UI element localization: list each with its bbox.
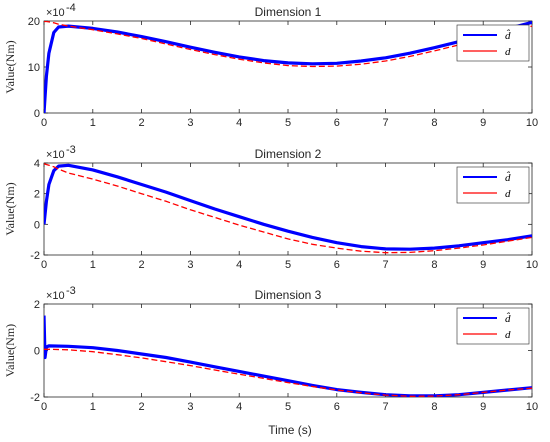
figure-xlabel: Time (s) [268, 423, 312, 437]
chart-title: Dimension 2 [255, 147, 322, 161]
x-tick-label: 3 [187, 259, 193, 271]
y-tick-label: 2 [34, 299, 40, 311]
series-line-estimate [44, 21, 532, 113]
x-tick-label: 4 [236, 401, 242, 413]
y-tick-label: 2 [34, 189, 40, 201]
y-axis-label: Value(Nm) [3, 40, 17, 93]
x-tick-label: 5 [285, 401, 291, 413]
y-multiplier-exponent: -4 [66, 2, 76, 14]
y-tick-label: 10 [28, 62, 40, 74]
legend-label: d [505, 329, 511, 341]
y-tick-label: 20 [28, 16, 40, 28]
x-tick-label: 8 [431, 259, 437, 271]
y-axis-label: Value(Nm) [3, 182, 17, 235]
x-tick-label: 9 [480, 401, 486, 413]
x-tick-label: 4 [236, 259, 242, 271]
x-tick-label: 2 [139, 259, 145, 271]
legend-label: d [505, 188, 511, 200]
series-line-actual [44, 348, 532, 397]
x-tick-label: 6 [334, 401, 340, 413]
legend-label: d̂ [505, 171, 511, 184]
y-axis-label: Value(Nm) [3, 324, 17, 377]
x-tick-label: 10 [526, 401, 538, 413]
x-tick-label: 0 [41, 117, 47, 129]
legend-label: d̂ [505, 29, 511, 42]
y-tick-label: 0 [34, 219, 40, 231]
legend-box [456, 166, 530, 204]
x-tick-label: 3 [187, 117, 193, 129]
x-tick-label: 10 [526, 259, 538, 271]
x-tick-label: 4 [236, 117, 242, 129]
legend-box [456, 307, 530, 345]
series-line-actual [44, 21, 532, 68]
legend-label: d̂ [505, 312, 511, 325]
x-tick-label: 8 [431, 401, 437, 413]
y-tick-label: 0 [34, 346, 40, 358]
y-multiplier-exponent: -3 [66, 144, 76, 156]
plot-area [43, 20, 533, 114]
x-tick-label: 9 [480, 117, 486, 129]
subplot-1: Dimension 1 ×10 -4 Value(Nm) 0 1 2 3 4 5 6 7 8 9 10 0 10… [3, 2, 538, 129]
x-tick-label: 9 [480, 259, 486, 271]
y-multiplier-label: ×10 [46, 149, 65, 161]
series-line-estimate [44, 163, 532, 251]
x-tick-label: 7 [383, 401, 389, 413]
y-tick-label: 4 [34, 158, 40, 170]
y-multiplier-exponent: -3 [66, 285, 76, 297]
x-tick-label: 5 [285, 259, 291, 271]
x-tick-label: 1 [90, 401, 96, 413]
x-tick-label: 10 [526, 117, 538, 129]
y-multiplier-label: ×10 [46, 7, 65, 19]
x-tick-label: 7 [383, 259, 389, 271]
x-tick-label: 7 [383, 117, 389, 129]
x-tick-label: 5 [285, 117, 291, 129]
x-tick-label: 1 [90, 259, 96, 271]
x-tick-label: 0 [41, 259, 47, 271]
x-tick-label: 6 [334, 259, 340, 271]
y-tick-label: -2 [30, 250, 40, 262]
y-tick-label: -2 [30, 392, 40, 404]
x-tick-label: 8 [431, 117, 437, 129]
x-tick-label: 2 [139, 117, 145, 129]
x-tick-label: 2 [139, 401, 145, 413]
legend-label: d [505, 46, 511, 58]
x-tick-label: 0 [41, 401, 47, 413]
x-tick-label: 1 [90, 117, 96, 129]
x-tick-label: 6 [334, 117, 340, 129]
x-tick-label: 3 [187, 401, 193, 413]
legend-box [456, 24, 530, 62]
chart-title: Dimension 1 [255, 5, 322, 19]
y-multiplier-label: ×10 [46, 290, 65, 302]
chart-title: Dimension 3 [255, 288, 322, 302]
y-tick-label: 0 [34, 108, 40, 120]
